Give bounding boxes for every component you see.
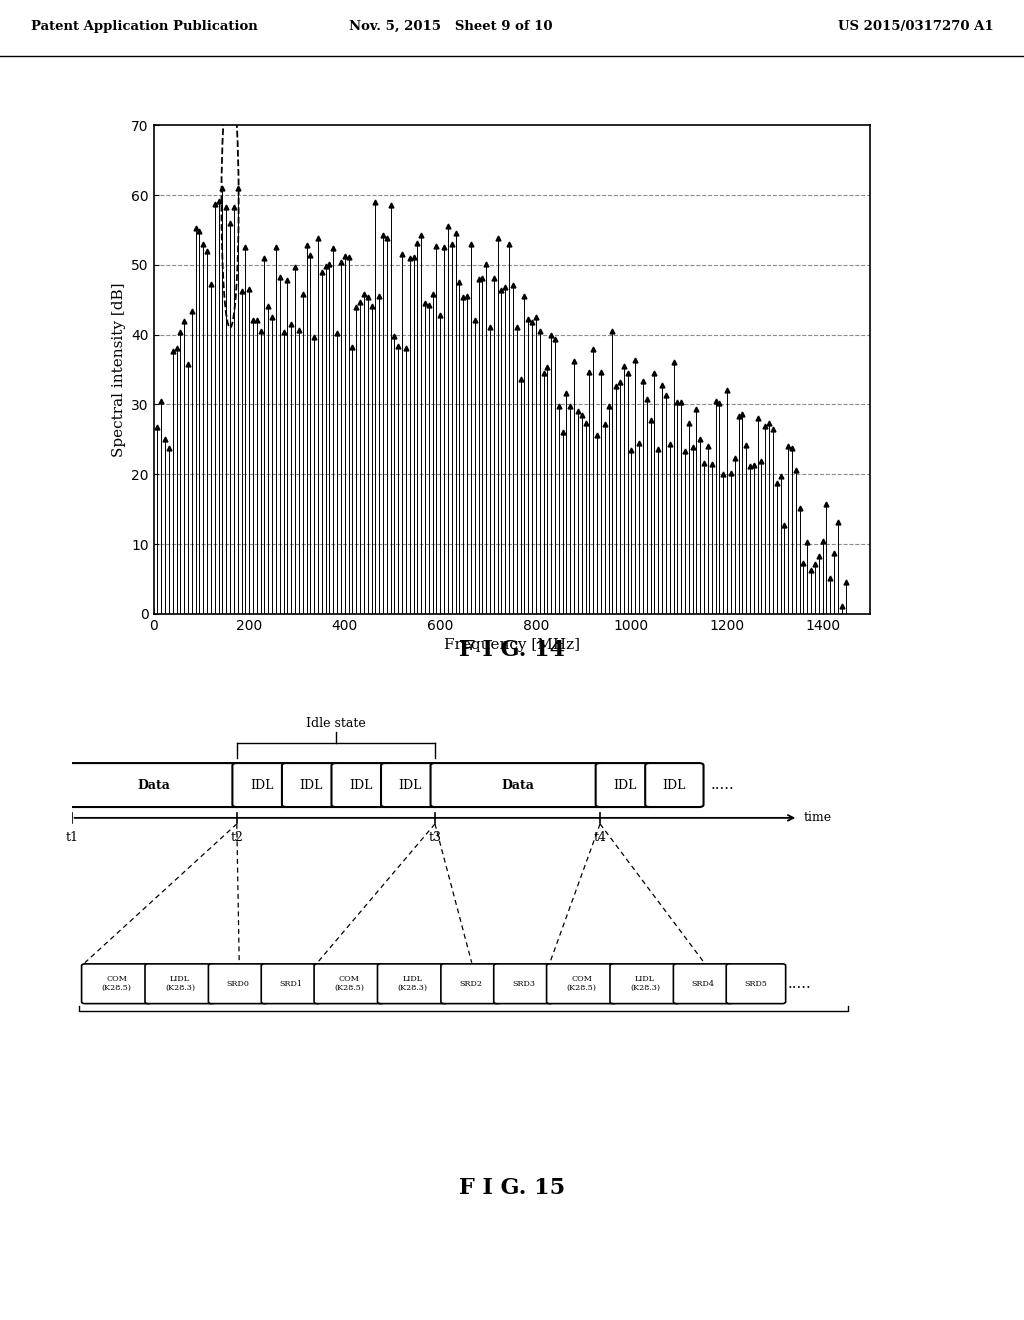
FancyBboxPatch shape: [68, 763, 242, 807]
Text: Data: Data: [501, 779, 534, 792]
Text: Nov. 5, 2015   Sheet 9 of 10: Nov. 5, 2015 Sheet 9 of 10: [349, 20, 552, 33]
Text: COM
(K28.5): COM (K28.5): [566, 975, 597, 993]
FancyBboxPatch shape: [645, 763, 703, 807]
FancyBboxPatch shape: [674, 964, 733, 1003]
FancyBboxPatch shape: [430, 763, 604, 807]
Text: SRD5: SRD5: [744, 979, 767, 987]
Text: US 2015/0317270 A1: US 2015/0317270 A1: [838, 20, 993, 33]
Text: LIDL
(K28.3): LIDL (K28.3): [165, 975, 195, 993]
Text: t2: t2: [230, 832, 244, 843]
Text: IDL: IDL: [613, 779, 637, 792]
Text: SRD4: SRD4: [691, 979, 715, 987]
Text: t3: t3: [428, 832, 441, 843]
FancyBboxPatch shape: [232, 763, 291, 807]
Text: SRD3: SRD3: [512, 979, 535, 987]
Text: Data: Data: [138, 779, 171, 792]
FancyBboxPatch shape: [209, 964, 268, 1003]
Text: LIDL
(K28.3): LIDL (K28.3): [397, 975, 428, 993]
FancyBboxPatch shape: [82, 964, 152, 1003]
Text: IDL: IDL: [663, 779, 686, 792]
X-axis label: Frequency [MHz]: Frequency [MHz]: [444, 638, 580, 652]
Text: t1: t1: [66, 832, 78, 843]
FancyBboxPatch shape: [332, 763, 390, 807]
Y-axis label: Spectral intensity [dB]: Spectral intensity [dB]: [112, 282, 126, 457]
Text: t4: t4: [594, 832, 606, 843]
Text: Idle state: Idle state: [306, 717, 366, 730]
FancyBboxPatch shape: [726, 964, 785, 1003]
Text: LIDL
(K28.3): LIDL (K28.3): [630, 975, 660, 993]
Text: F I G. 15: F I G. 15: [459, 1177, 565, 1199]
FancyBboxPatch shape: [441, 964, 501, 1003]
Text: SRD1: SRD1: [280, 979, 302, 987]
Text: .....: .....: [711, 777, 734, 792]
Text: COM
(K28.5): COM (K28.5): [101, 975, 132, 993]
FancyBboxPatch shape: [547, 964, 616, 1003]
Text: SRD0: SRD0: [226, 979, 250, 987]
Text: COM
(K28.5): COM (K28.5): [334, 975, 365, 993]
Text: SRD2: SRD2: [459, 979, 482, 987]
Text: .....: .....: [787, 977, 812, 991]
Text: Patent Application Publication: Patent Application Publication: [31, 20, 257, 33]
Text: IDL: IDL: [398, 779, 422, 792]
FancyBboxPatch shape: [282, 763, 340, 807]
Text: IDL: IDL: [349, 779, 373, 792]
FancyBboxPatch shape: [596, 763, 654, 807]
Text: F I G. 14: F I G. 14: [459, 639, 565, 661]
Text: IDL: IDL: [250, 779, 273, 792]
FancyBboxPatch shape: [261, 964, 321, 1003]
FancyBboxPatch shape: [314, 964, 384, 1003]
Text: IDL: IDL: [299, 779, 323, 792]
FancyBboxPatch shape: [494, 964, 553, 1003]
FancyBboxPatch shape: [145, 964, 215, 1003]
FancyBboxPatch shape: [610, 964, 680, 1003]
FancyBboxPatch shape: [381, 763, 439, 807]
FancyBboxPatch shape: [378, 964, 447, 1003]
Text: time: time: [804, 812, 831, 825]
